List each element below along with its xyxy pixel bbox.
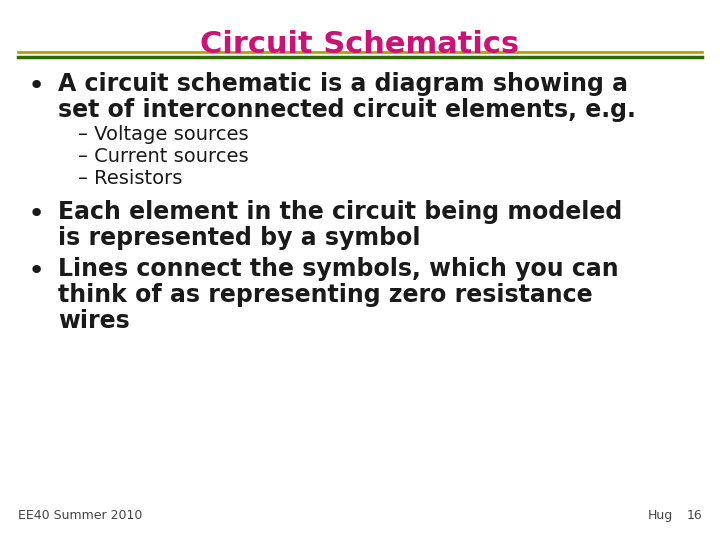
Text: – Current sources: – Current sources <box>78 147 248 166</box>
Text: A circuit schematic is a diagram showing a: A circuit schematic is a diagram showing… <box>58 72 628 96</box>
Text: •: • <box>28 200 45 228</box>
Text: •: • <box>28 257 45 285</box>
Text: – Voltage sources: – Voltage sources <box>78 125 248 144</box>
Text: is represented by a symbol: is represented by a symbol <box>58 226 420 250</box>
Text: set of interconnected circuit elements, e.g.: set of interconnected circuit elements, … <box>58 98 636 122</box>
Text: Hug: Hug <box>648 509 673 522</box>
Text: Lines connect the symbols, which you can: Lines connect the symbols, which you can <box>58 257 618 281</box>
Text: 16: 16 <box>686 509 702 522</box>
Text: Circuit Schematics: Circuit Schematics <box>200 30 520 59</box>
Text: Each element in the circuit being modeled: Each element in the circuit being modele… <box>58 200 622 224</box>
Text: •: • <box>28 72 45 100</box>
Text: wires: wires <box>58 309 130 333</box>
Text: – Resistors: – Resistors <box>78 169 182 188</box>
Text: EE40 Summer 2010: EE40 Summer 2010 <box>18 509 143 522</box>
Text: think of as representing zero resistance: think of as representing zero resistance <box>58 283 593 307</box>
